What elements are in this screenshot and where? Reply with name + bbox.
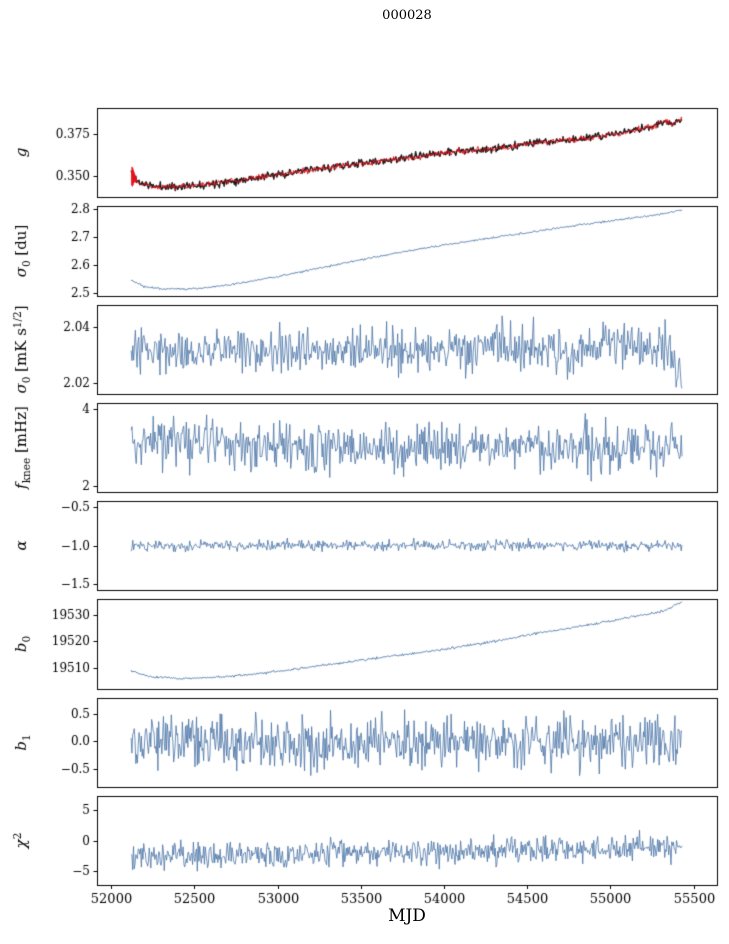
chart-title: 000028 xyxy=(382,8,432,23)
x-axis-label: MJD xyxy=(388,906,426,926)
